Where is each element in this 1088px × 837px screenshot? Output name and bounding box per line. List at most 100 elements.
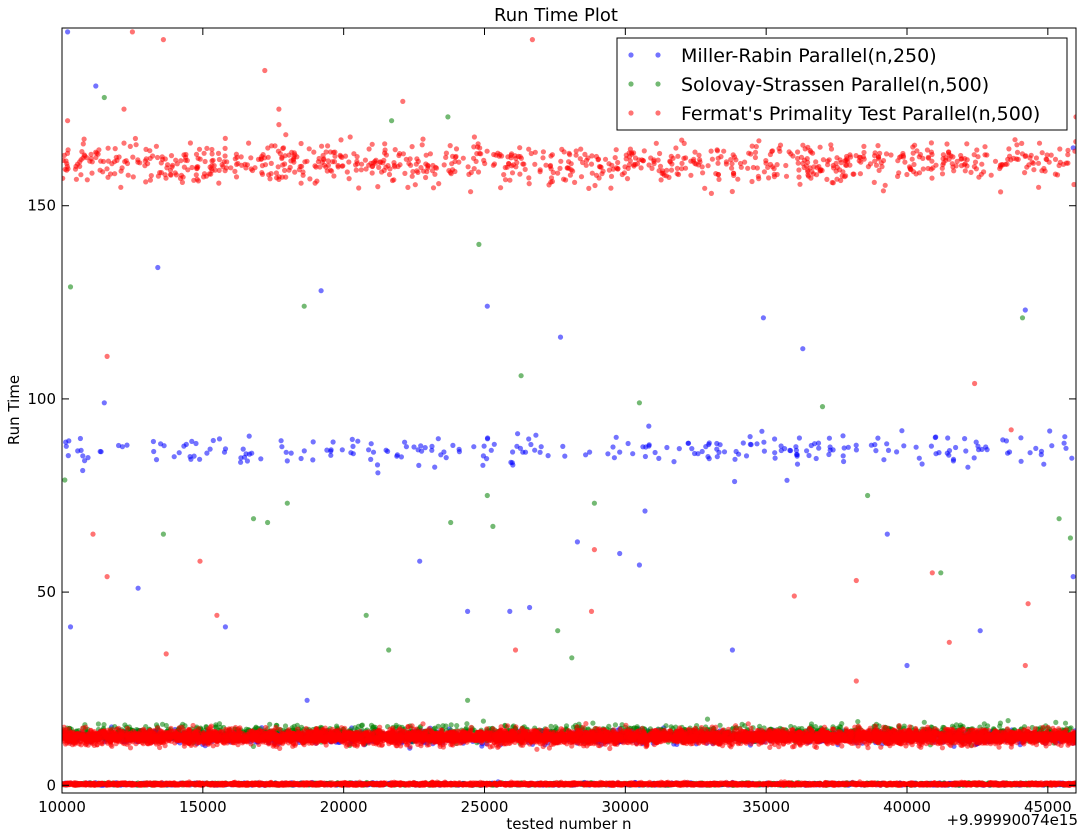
- point-miller-rabin: [1038, 448, 1045, 454]
- point-miller-rabin: [642, 453, 649, 460]
- point-solovay-strassen: [981, 721, 987, 727]
- point-miller-rabin: [841, 445, 847, 451]
- point-miller-rabin: [348, 450, 354, 456]
- point-miller-rabin-outlier: [465, 608, 471, 615]
- point-miller-rabin: [355, 438, 361, 444]
- point-miller-rabin: [630, 451, 636, 457]
- point-miller-rabin: [491, 441, 497, 447]
- point-miller-rabin: [1005, 450, 1011, 456]
- point-solovay-strassen: [839, 721, 845, 727]
- point-miller-rabin: [971, 455, 977, 461]
- point-miller-rabin-outlier: [65, 29, 71, 35]
- point-miller-rabin: [509, 449, 516, 455]
- point-miller-rabin: [278, 438, 284, 444]
- point-miller-rabin-outlier: [800, 346, 806, 352]
- point-miller-rabin: [794, 451, 800, 458]
- point-solovay-strassen: [1062, 720, 1069, 726]
- point-miller-rabin: [793, 447, 800, 453]
- point-miller-rabin: [778, 447, 784, 454]
- point-miller-rabin: [532, 447, 538, 453]
- point-miller-rabin: [1061, 440, 1067, 446]
- point-miller-rabin: [310, 457, 316, 463]
- point-miller-rabin: [65, 453, 71, 459]
- point-miller-rabin: [778, 443, 784, 449]
- point-miller-rabin-outlier: [729, 647, 736, 653]
- point-miller-rabin: [63, 443, 69, 449]
- point-miller-rabin-outlier: [636, 562, 643, 568]
- point-miller-rabin: [932, 434, 938, 441]
- point-miller-rabin-outlier: [304, 697, 310, 703]
- point-miller-rabin: [613, 434, 619, 440]
- point-miller-rabin: [418, 443, 424, 449]
- point-miller-rabin-outlier: [417, 558, 423, 564]
- point-miller-rabin: [963, 448, 969, 454]
- point-solovay-strassen: [548, 723, 554, 729]
- point-miller-rabin-outlier: [222, 624, 228, 630]
- point-miller-rabin: [246, 433, 252, 439]
- point-miller-rabin: [1049, 443, 1055, 449]
- point-miller-rabin-outlier: [155, 264, 161, 271]
- point-miller-rabin: [537, 449, 543, 455]
- point-miller-rabin: [732, 478, 738, 485]
- point-miller-rabin: [238, 455, 244, 461]
- point-miller-rabin: [533, 432, 539, 438]
- point-miller-rabin-outlier: [904, 662, 910, 669]
- point-solovay-strassen: [448, 722, 454, 728]
- point-solovay-strassen: [480, 718, 486, 724]
- point-miller-rabin: [754, 441, 760, 447]
- point-miller-rabin: [894, 449, 900, 455]
- point-miller-rabin: [221, 449, 228, 455]
- point-miller-rabin: [366, 447, 372, 453]
- point-miller-rabin: [560, 443, 566, 449]
- point-miller-rabin: [438, 452, 444, 458]
- point-miller-rabin: [374, 462, 381, 468]
- point-miller-rabin: [1027, 450, 1033, 456]
- point-miller-rabin: [153, 457, 160, 463]
- point-miller-rabin: [80, 467, 86, 474]
- point-solovay-strassen: [95, 721, 101, 727]
- point-miller-rabin: [243, 451, 249, 457]
- point-miller-rabin: [288, 450, 294, 456]
- point-miller-rabin: [80, 453, 86, 459]
- point-miller-rabin: [617, 449, 623, 455]
- point-miller-rabin: [928, 443, 935, 449]
- point-miller-rabin: [1041, 461, 1047, 467]
- point-miller-rabin: [884, 441, 890, 447]
- point-miller-rabin: [240, 446, 246, 452]
- point-miller-rabin-outlier: [574, 539, 581, 545]
- point-miller-rabin: [471, 444, 477, 450]
- point-miller-rabin-outlier: [617, 550, 623, 557]
- point-miller-rabin: [171, 454, 177, 460]
- point-miller-rabin: [402, 439, 408, 445]
- point-miller-rabin: [528, 441, 534, 448]
- point-miller-rabin: [279, 444, 285, 450]
- point-miller-rabin: [517, 445, 524, 451]
- point-miller-rabin: [965, 464, 971, 470]
- point-miller-rabin: [772, 455, 778, 461]
- point-miller-rabin: [124, 442, 130, 448]
- point-miller-rabin: [772, 436, 778, 442]
- point-miller-rabin: [901, 443, 907, 449]
- point-miller-rabin-outlier: [93, 83, 99, 89]
- point-miller-rabin: [640, 444, 646, 450]
- point-solovay-strassen: [590, 720, 596, 726]
- point-solovay-strassen: [454, 723, 460, 729]
- point-miller-rabin: [812, 441, 818, 447]
- point-miller-rabin: [435, 436, 441, 442]
- point-solovay-strassen: [612, 722, 619, 728]
- data-points: [62, 29, 1076, 788]
- point-miller-rabin: [394, 453, 400, 459]
- point-miller-rabin: [1063, 445, 1069, 451]
- point-miller-rabin: [562, 453, 568, 459]
- point-miller-rabin: [872, 442, 878, 448]
- point-miller-rabin: [545, 453, 551, 459]
- point-miller-rabin: [796, 435, 803, 441]
- point-miller-rabin: [283, 449, 289, 455]
- point-miller-rabin: [945, 435, 951, 441]
- point-miller-rabin: [370, 449, 377, 455]
- point-miller-rabin: [656, 455, 662, 461]
- point-miller-rabin: [480, 462, 486, 468]
- point-miller-rabin: [761, 448, 768, 454]
- point-miller-rabin: [881, 457, 887, 463]
- point-miller-rabin: [150, 438, 156, 445]
